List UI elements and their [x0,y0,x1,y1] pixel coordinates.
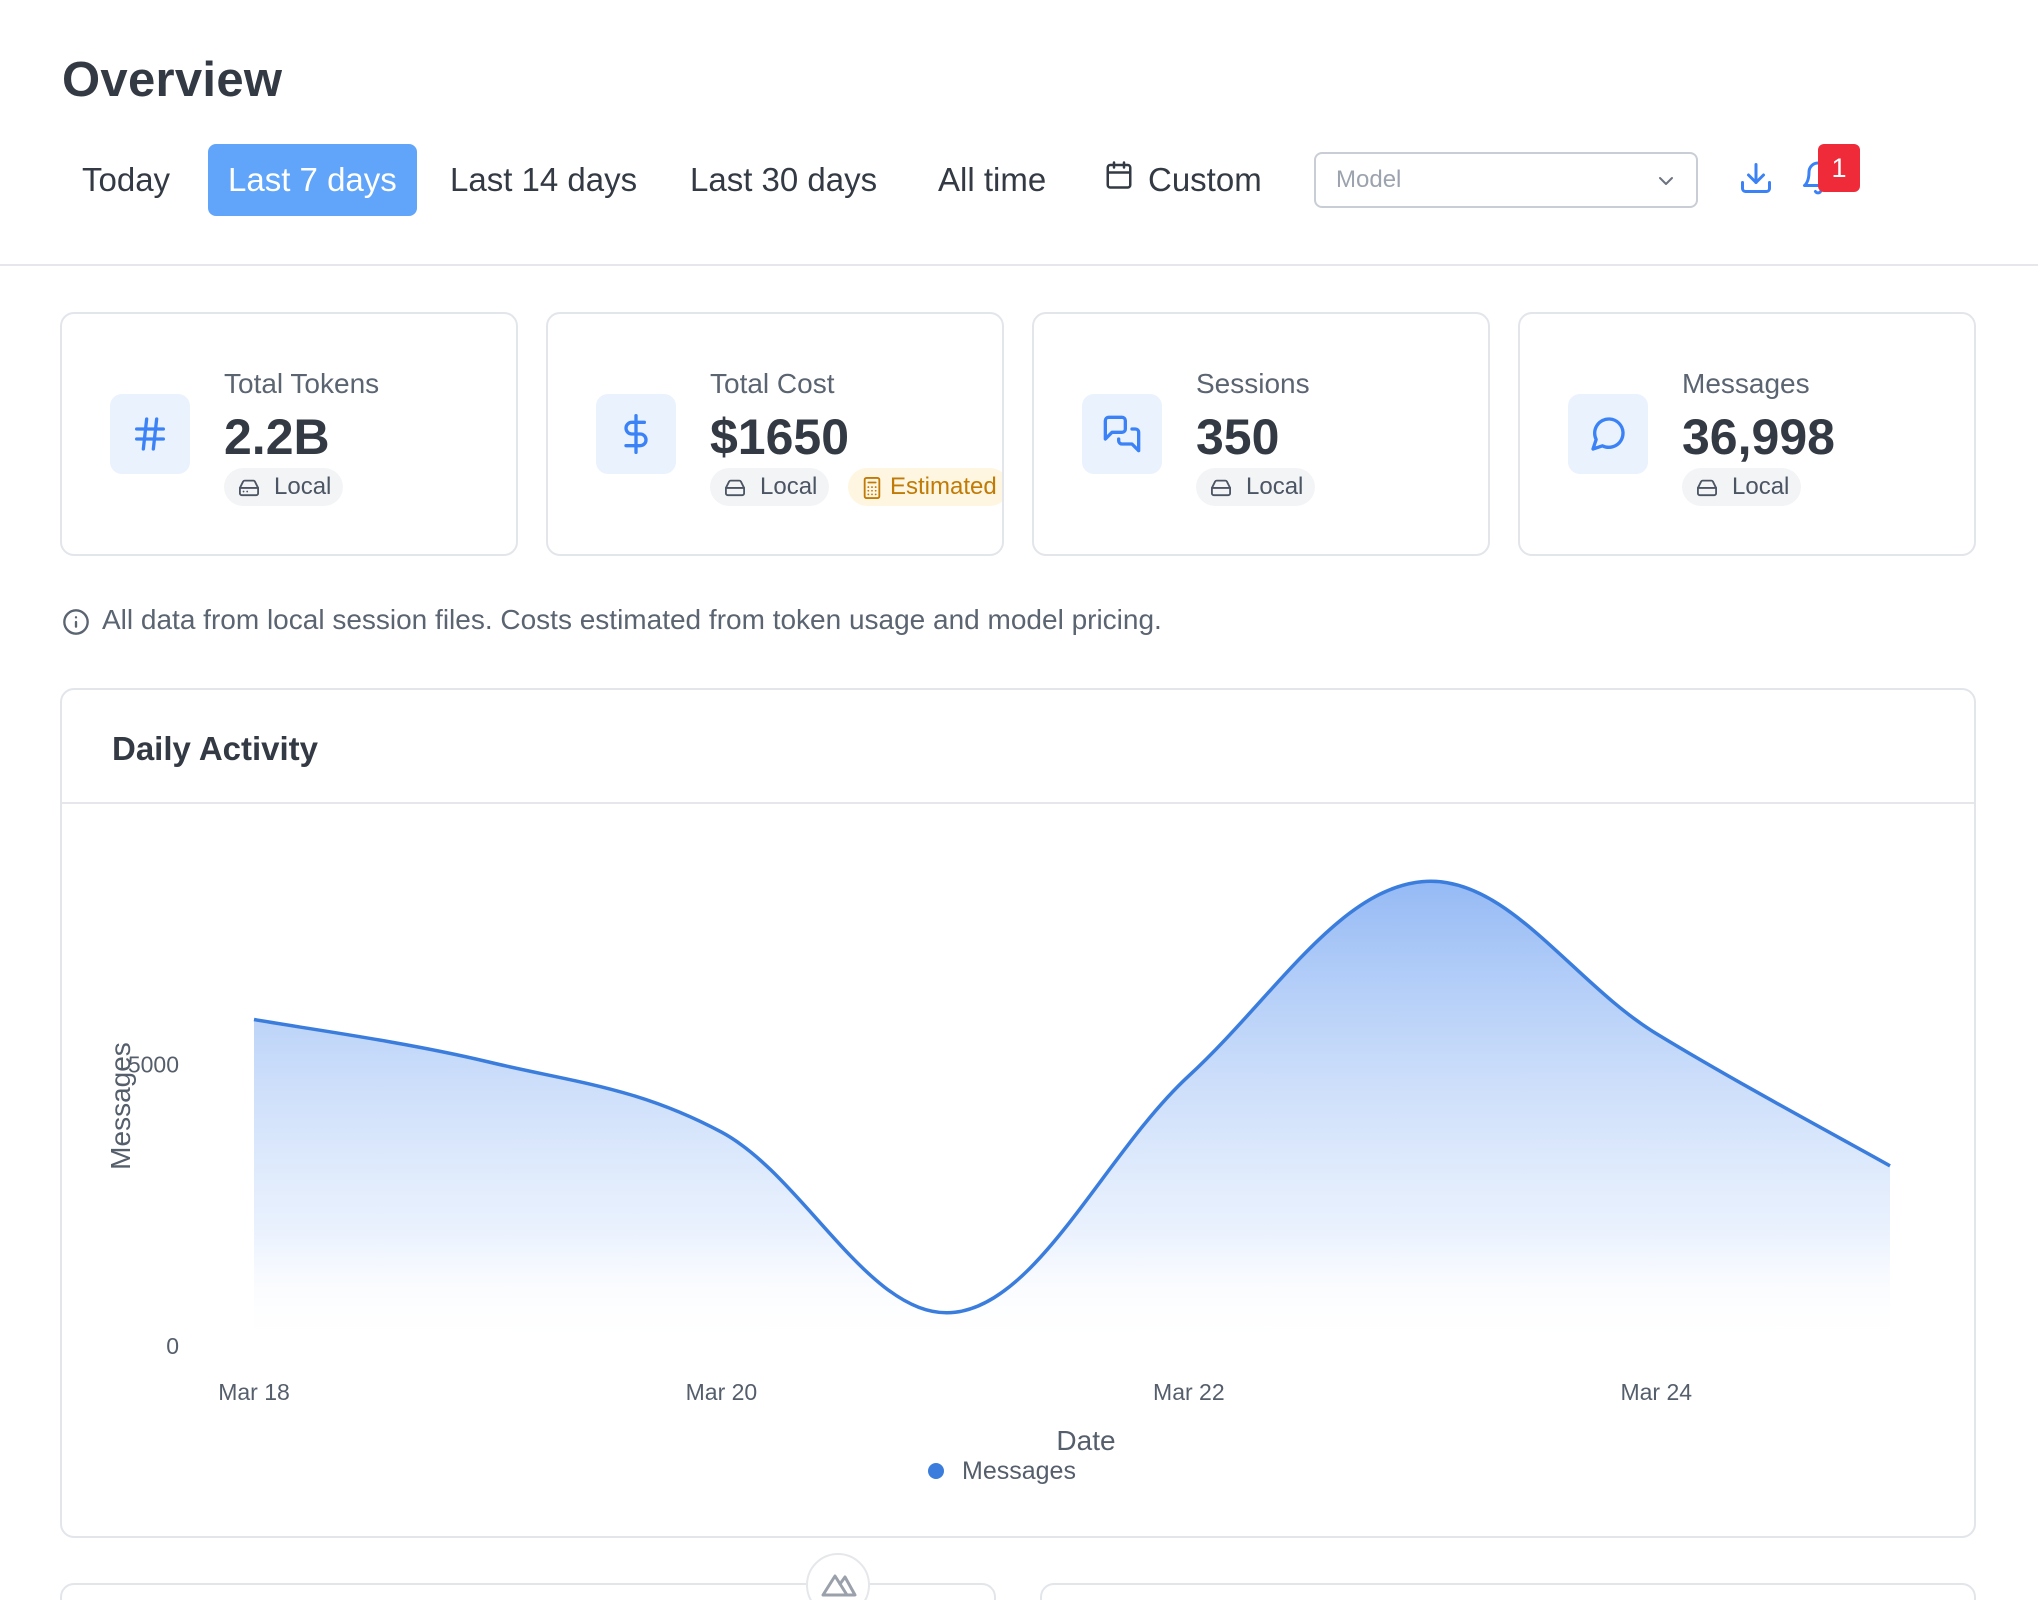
stat-card-sessions: Sessions 350 Local [1032,312,1490,556]
legend-label-messages: Messages [962,1457,1076,1485]
hard-drive-icon [239,479,260,497]
data-point-mar-24[interactable] [1650,1028,1662,1040]
calculator-icon [863,477,881,499]
stat-card-messages: Messages 36,998 Local [1518,312,1976,556]
stat-value: 2.2B [224,409,330,465]
estimated-badge: Estimated [848,468,1002,506]
stat-card-total-cost: Total Cost $1650 Local Estimated [546,312,1004,556]
calendar-icon [1104,143,1134,215]
download-button[interactable] [1738,160,1778,200]
local-source-badge: Local [1682,468,1802,506]
data-point-mar-22[interactable] [1183,1070,1195,1082]
hard-drive-icon [1696,479,1717,497]
range-today-button[interactable]: Today [82,161,171,198]
legend-marker-messages [928,1463,944,1479]
data-point-mar-21[interactable] [949,1306,961,1318]
chart-title: Daily Activity [112,730,319,767]
range-last-30-days-button[interactable]: Last 30 days [690,161,878,198]
stat-value: 350 [1196,409,1280,465]
stat-icon-box [1568,394,1648,474]
range-all-time-button[interactable]: All time [938,161,1047,198]
download-icon [1738,163,1774,200]
local-source-badge: Local [1196,468,1316,506]
info-note-text: All data from local session files. Costs… [102,604,1162,635]
chevron-down-icon [1654,169,1678,198]
y-axis-title: Messages [105,1042,136,1170]
series-line-messages [253,879,1891,1315]
hard-drive-icon [725,479,745,497]
bottom-card-left [60,1583,996,1600]
model-select[interactable]: Model [1314,152,1698,208]
mountain-logo-icon [821,1574,857,1597]
x-axis-title: Date [1056,1425,1115,1456]
data-point-mar-19[interactable] [482,1056,494,1068]
range-custom-button[interactable]: Custom [1084,144,1282,216]
chat-bubbles-icon [1103,415,1141,453]
chart-legend: Messages [928,1457,1076,1485]
bottom-card-right [1040,1583,1976,1600]
stat-icon-box [1082,394,1162,474]
dollar-icon [624,414,648,454]
data-point-mar-18[interactable] [248,1014,260,1026]
hard-drive-icon [1210,479,1231,497]
hash-icon [135,417,165,451]
stat-label: Total Cost [710,368,835,399]
local-source-badge: Local [224,468,344,506]
data-point-mar-23[interactable] [1417,876,1429,888]
x-tick-label: Mar 20 [686,1379,758,1405]
page-title: Overview [62,53,283,107]
x-tick-label: Mar 24 [1620,1379,1692,1405]
stat-label: Messages [1682,368,1810,399]
data-point-mar-25[interactable] [1884,1160,1896,1172]
notification-count-badge: 1 [1818,144,1860,192]
stat-value: 36,998 [1682,409,1835,465]
x-tick-label: Mar 18 [218,1379,290,1405]
range-last-14-days-button[interactable]: Last 14 days [450,161,638,198]
stat-icon-box [110,394,190,474]
data-source-note: All data from local session files. Costs… [62,604,1162,636]
app-logo-button[interactable] [806,1553,870,1600]
header: Overview Today Last 7 days Last 14 days … [0,0,2038,266]
data-point-mar-20[interactable] [715,1126,727,1138]
info-icon [63,609,89,635]
local-source-badge: Local [710,468,830,506]
chart-card-header [62,690,1974,804]
custom-label: Custom [1148,161,1262,198]
stat-card-total-tokens: Total Tokens 2.2B Local [60,312,518,556]
stat-value: $1650 [710,409,850,465]
stat-icon-box [596,394,676,474]
model-select-placeholder: Model [1336,166,1402,193]
message-circle-icon [1591,417,1625,451]
daily-activity-card: Daily Activity 0 5000 Mar 18 Mar 20 Mar 22 M… [60,688,1976,1538]
y-tick-label: 5000 [128,1052,179,1078]
series-area-messages [254,881,1890,1346]
y-tick-label: 0 [166,1333,179,1359]
stat-label: Total Tokens [224,368,380,399]
stat-label: Sessions [1196,368,1310,399]
range-last-7-days-button[interactable]: Last 7 days [208,144,417,216]
x-tick-label: Mar 22 [1153,1379,1225,1405]
